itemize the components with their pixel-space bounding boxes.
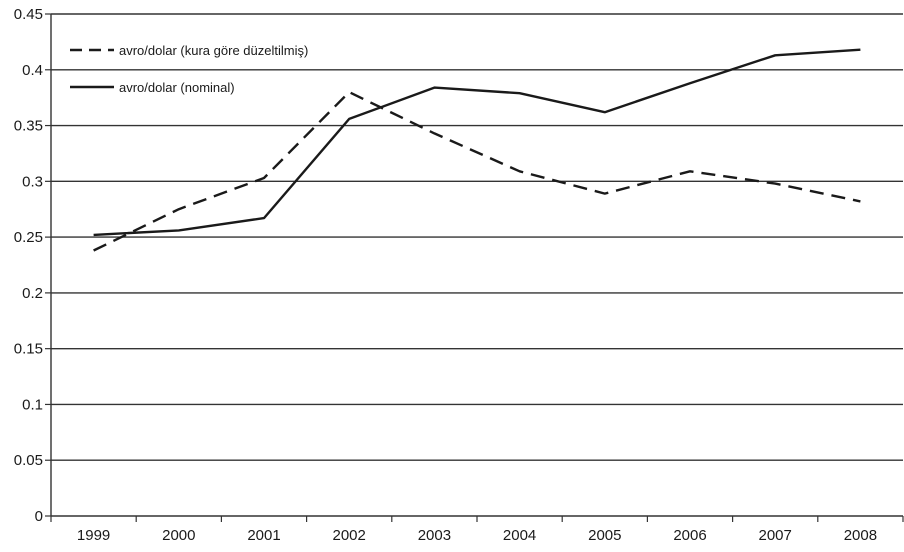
- x-tick-label: 2005: [588, 527, 621, 544]
- y-tick-label: 0.1: [22, 396, 43, 413]
- x-tick-label: 2002: [333, 527, 366, 544]
- x-tick-label: 2004: [503, 527, 536, 544]
- y-tick-label: 0.05: [14, 452, 43, 469]
- y-tick-label: 0.2: [22, 285, 43, 302]
- x-tick-label: 1999: [77, 527, 110, 544]
- series-line-adjusted: [93, 90, 861, 252]
- y-tick-label: 0.4: [22, 62, 43, 79]
- x-tick-label: 2007: [759, 527, 792, 544]
- x-tick-label: 2006: [673, 527, 706, 544]
- legend-label: avro/dolar (nominal): [119, 80, 235, 95]
- y-tick-label: 0.25: [14, 229, 43, 246]
- y-tick-label: 0.45: [14, 6, 43, 23]
- legend-label: avro/dolar (kura göre düzeltilmiş): [119, 43, 308, 58]
- x-tick-label: 2003: [418, 527, 451, 544]
- x-tick-label: 2000: [162, 527, 195, 544]
- x-tick-label: 2001: [247, 527, 280, 544]
- y-tick-label: 0.15: [14, 341, 43, 358]
- y-tick-label: 0.3: [22, 173, 43, 190]
- x-tick-label: 2008: [844, 527, 877, 544]
- series-line-nominal: [93, 48, 861, 237]
- y-tick-label: 0.35: [14, 118, 43, 135]
- y-tick-label: 0: [35, 508, 43, 525]
